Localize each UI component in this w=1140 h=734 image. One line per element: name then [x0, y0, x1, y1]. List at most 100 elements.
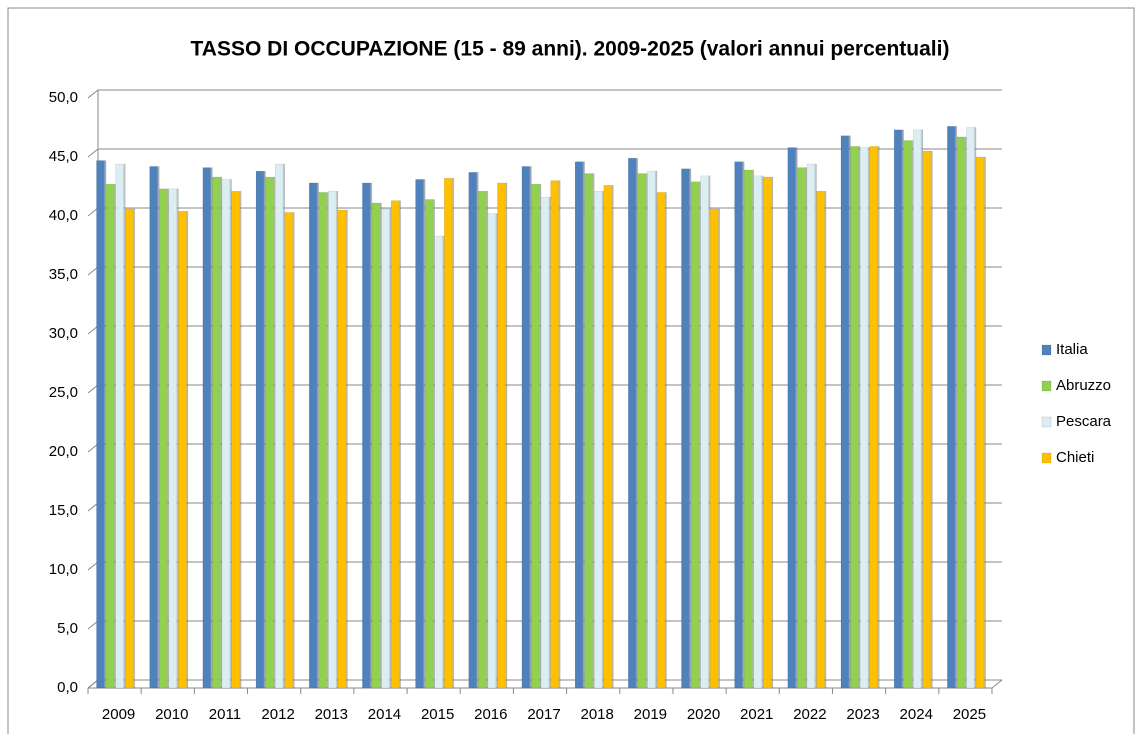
- x-tick-label: 2023: [846, 706, 879, 723]
- bar: [328, 190, 339, 689]
- y-tick-label: 0,0: [57, 679, 78, 696]
- bar: [159, 188, 170, 689]
- bar: [274, 163, 286, 689]
- bar: [497, 182, 508, 689]
- x-tick-label: 2014: [368, 706, 401, 723]
- bar: [202, 167, 213, 689]
- bar: [913, 129, 924, 689]
- x-tick-label: 2022: [793, 706, 826, 723]
- bar: [337, 209, 348, 689]
- bar: [487, 213, 498, 689]
- bar: [956, 136, 967, 689]
- y-tick-label: 5,0: [57, 620, 78, 637]
- legend-label: Abruzzo: [1056, 377, 1111, 394]
- bar: [859, 147, 870, 689]
- bar: [444, 177, 455, 689]
- y-tick-label: 20,0: [49, 443, 78, 460]
- chart-frame: [7, 7, 1135, 734]
- bar: [584, 173, 595, 689]
- bar: [178, 211, 189, 689]
- bar: [690, 181, 701, 689]
- bar: [966, 127, 977, 689]
- bar: [753, 175, 764, 689]
- x-tick-label: 2015: [421, 706, 454, 723]
- bar: [521, 166, 532, 689]
- bar: [390, 200, 401, 689]
- bar: [255, 170, 266, 689]
- legend-swatch: [1041, 452, 1052, 464]
- bar: [212, 176, 223, 689]
- bar: [478, 190, 489, 689]
- y-tick-label: 10,0: [49, 561, 78, 578]
- bar: [531, 183, 542, 689]
- bar: [603, 185, 614, 689]
- bar: [468, 172, 479, 689]
- legend-swatch: [1041, 380, 1052, 392]
- chart-title: TASSO DI OCCUPAZIONE (15 - 89 anni). 200…: [191, 38, 950, 61]
- bar: [656, 192, 667, 689]
- x-tick-label: 2016: [474, 706, 507, 723]
- bar: [124, 208, 136, 689]
- x-tick-label: 2019: [634, 706, 667, 723]
- grid-line: [87, 89, 1002, 99]
- x-tick-label: 2011: [209, 706, 241, 723]
- bar: [231, 190, 242, 689]
- x-tick-label: 2017: [527, 706, 560, 723]
- bar: [743, 169, 755, 689]
- bar: [869, 146, 880, 689]
- bar: [806, 163, 817, 689]
- bar: [434, 235, 445, 689]
- bar: [381, 208, 392, 689]
- bar: [115, 163, 126, 689]
- y-tick-label: 25,0: [49, 384, 78, 401]
- bar: [105, 183, 116, 689]
- y-tick-label: 35,0: [49, 266, 78, 283]
- bar: [850, 146, 861, 689]
- x-tick-label: 2013: [315, 706, 348, 723]
- bar: [816, 190, 827, 689]
- bar: [550, 180, 561, 689]
- bar: [840, 135, 851, 689]
- bar: [415, 179, 426, 689]
- grid-line: [87, 148, 1002, 158]
- bar: [308, 182, 320, 689]
- bar: [734, 161, 745, 689]
- bar: [787, 147, 798, 689]
- bar: [221, 179, 232, 689]
- x-tick-label: 2025: [953, 706, 986, 723]
- bar: [318, 192, 329, 689]
- bar: [628, 157, 639, 689]
- y-tick-label: 15,0: [49, 502, 78, 519]
- bar: [975, 156, 986, 689]
- x-tick-label: 2012: [261, 706, 294, 723]
- bar: [540, 196, 551, 689]
- x-tick-label: 2009: [102, 706, 135, 723]
- bar: [647, 170, 658, 689]
- bar: [700, 175, 711, 689]
- bar: [893, 129, 904, 689]
- bar: [362, 182, 373, 689]
- y-tick-label: 50,0: [49, 89, 78, 106]
- bar: [947, 126, 958, 689]
- y-tick-label: 45,0: [49, 148, 78, 165]
- bar: [574, 161, 585, 689]
- x-tick-label: 2021: [740, 706, 773, 723]
- y-tick-label: 40,0: [49, 207, 78, 224]
- y-tick-label: 30,0: [49, 325, 78, 342]
- legend-label: Italia: [1056, 341, 1088, 358]
- bar: [681, 168, 692, 689]
- x-tick-label: 2024: [900, 706, 933, 723]
- legend-swatch: [1041, 344, 1052, 356]
- bar: [709, 208, 720, 689]
- bar: [168, 188, 179, 689]
- legend-label: Chieti: [1056, 449, 1094, 466]
- x-tick-label: 2010: [155, 706, 188, 723]
- bar: [96, 160, 107, 689]
- bar: [149, 166, 160, 689]
- bar: [593, 190, 605, 689]
- x-tick-label: 2018: [580, 706, 613, 723]
- bar: [637, 173, 648, 689]
- legend-label: Pescara: [1056, 413, 1112, 430]
- bar: [903, 140, 914, 689]
